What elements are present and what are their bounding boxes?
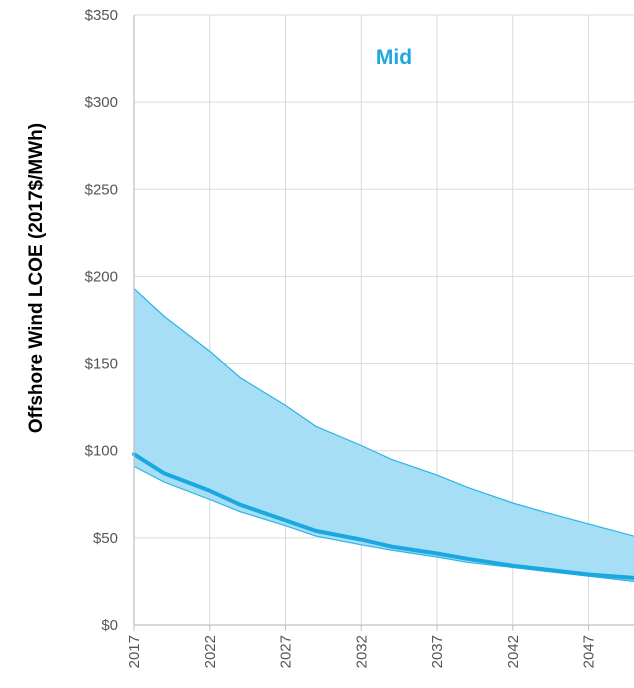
y-tick-label: $250 (85, 181, 118, 198)
x-tick-label: 2022 (202, 635, 219, 668)
y-tick-label: $100 (85, 443, 118, 460)
x-tick-label: 2042 (505, 635, 522, 668)
y-tick-label: $50 (93, 530, 118, 547)
upper-bound-line (133, 288, 634, 537)
x-tick-labels: 2017 2022 2027 2032 2037 2042 2047 (126, 635, 598, 668)
y-tick-labels: $0 $50 $100 $150 $200 $250 $300 $350 (85, 7, 118, 634)
range-band (132, 288, 634, 582)
x-tick-label: 2032 (353, 635, 370, 668)
y-tick-label: $0 (101, 617, 118, 634)
x-tick-label: 2017 (126, 635, 143, 668)
y-tick-label: $350 (85, 7, 118, 24)
y-axis-label: Offshore Wind LCOE (2017$/MWh) (26, 123, 47, 433)
axes (133, 15, 634, 631)
x-tick-label: 2027 (278, 635, 295, 668)
y-tick-label: $300 (85, 94, 118, 111)
median-line (132, 452, 634, 580)
range-band-area (134, 288, 634, 582)
x-tick-label: 2047 (581, 635, 598, 668)
y-tick-label: $150 (85, 356, 118, 373)
x-tick-label: 2037 (429, 635, 446, 668)
y-tick-label: $200 (85, 268, 118, 285)
chart-title: Mid (376, 46, 412, 69)
